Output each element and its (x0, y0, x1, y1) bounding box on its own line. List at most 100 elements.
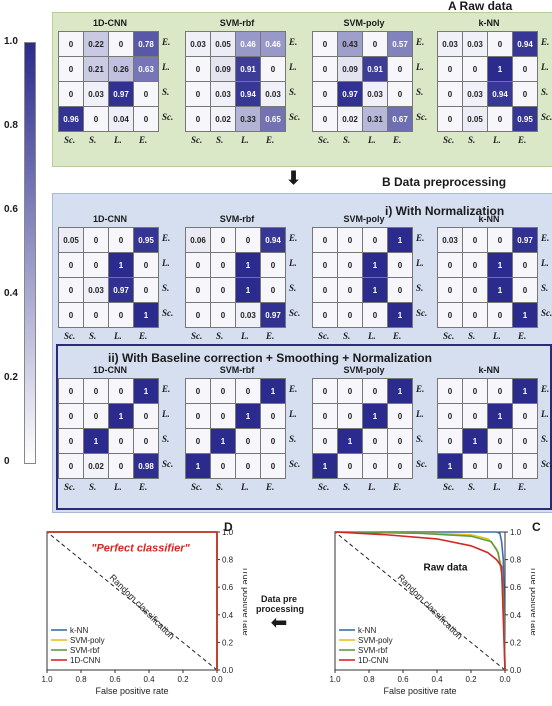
matrix-cell: 0.03 (185, 31, 211, 57)
matrix-cell: 0 (362, 227, 388, 253)
column-label: E. (393, 482, 402, 492)
row-label: Sc. (162, 112, 174, 122)
column-label: Sc. (191, 135, 203, 145)
matrix-cell: 0.03 (437, 31, 463, 57)
column-label: S. (89, 331, 97, 341)
row-label: S. (541, 87, 549, 97)
matrix-cell: 1 (235, 403, 261, 429)
matrix-cell: 0 (58, 403, 84, 429)
roc-curve-1d-cnn (334, 531, 506, 671)
column-label: Sc. (318, 482, 330, 492)
matrix-cell: 0 (487, 302, 513, 328)
column-label: Sc. (191, 482, 203, 492)
panel-c-label: C (532, 520, 541, 534)
matrix-cell: 0.22 (83, 31, 109, 57)
matrix-title: SVM-poly (343, 214, 385, 224)
column-label: E. (266, 482, 275, 492)
confusion-matrix: 0.05 0 0 0.95 0 0 1 0 0 0.03 0.97 0 0 0 0 1 (58, 227, 159, 328)
matrix-cell: 0.03 (462, 81, 488, 107)
matrix-title: 1D-CNN (92, 18, 127, 28)
matrix-cell: 0 (108, 227, 134, 253)
matrix-cell: 0 (185, 378, 211, 404)
matrix-cell: 0 (185, 252, 211, 278)
matrix-cell: 0.05 (58, 227, 84, 253)
matrix-cell: 0.03 (83, 81, 109, 107)
matrix-cell: 0 (512, 428, 538, 454)
column-label: L. (241, 482, 249, 492)
matrix-cell: 1 (235, 277, 261, 303)
x-axis-label: False positive rate (383, 686, 456, 696)
confusion-matrix: 0.06 0 0 0.94 0 0 1 0 0 0 1 0 0 0 0.03 0.97 (185, 227, 286, 328)
matrix-cell: 0 (83, 378, 109, 404)
matrix-cell: 0 (58, 277, 84, 303)
matrix-cell: 1 (133, 302, 159, 328)
matrix-cell: 0 (387, 81, 413, 107)
row-label: Sc. (416, 112, 428, 122)
colorbar-tick: 0.2 (4, 372, 18, 383)
x-tick-label: 0.6 (109, 675, 121, 684)
row-label: Sc. (162, 459, 174, 469)
matrix-cell: 0.03 (362, 81, 388, 107)
column-label: S. (216, 482, 224, 492)
row-label: S. (416, 87, 424, 97)
matrix-cell: 0 (260, 453, 286, 479)
matrix-cell: 1 (487, 403, 513, 429)
row-label: S. (416, 434, 424, 444)
column-label: E. (393, 135, 402, 145)
matrix-cell: 0.91 (235, 56, 261, 82)
column-label: Sc. (64, 482, 76, 492)
legend-entry: 1D-CNN (358, 656, 388, 665)
row-label: S. (289, 283, 297, 293)
matrix-cell: 0 (133, 81, 159, 107)
column-label: E. (266, 135, 275, 145)
confusion-matrix: 0 0 0 1 0 0 1 0 0 1 0 0 0 0.02 0 0.98 (58, 378, 159, 479)
matrix-cell: 1 (260, 378, 286, 404)
column-label: E. (139, 482, 148, 492)
matrix-cell: 1 (108, 252, 134, 278)
matrix-cell: 0 (58, 81, 84, 107)
column-label: L. (493, 135, 501, 145)
matrix-cell: 1 (387, 378, 413, 404)
matrix-cell: 0 (312, 302, 338, 328)
matrix-cell: 0.94 (260, 227, 286, 253)
row-label: Sc. (541, 308, 552, 318)
column-label: Sc. (318, 331, 330, 341)
matrix-cell: 0.06 (185, 227, 211, 253)
row-label: Sc. (289, 308, 301, 318)
column-label: S. (216, 135, 224, 145)
column-label: L. (368, 331, 376, 341)
x-axis-label: False positive rate (95, 686, 168, 696)
column-label: S. (468, 135, 476, 145)
matrix-cell: 0 (312, 81, 338, 107)
matrix-cell: 0.91 (362, 56, 388, 82)
matrix-cell: 1 (133, 378, 159, 404)
y-tick-label: 0.0 (222, 666, 234, 675)
matrix-cell: 0 (185, 106, 211, 132)
row-label: L. (416, 62, 424, 72)
matrix-cell: 0 (108, 428, 134, 454)
row-label: L. (289, 62, 297, 72)
confusion-matrix: 0.03 0.03 0 0.94 0 0 1 0 0 0.03 0.94 0 0 0.05 0 0.95 (437, 31, 538, 132)
matrix-cell: 0 (512, 403, 538, 429)
colorbar-tick: 0.8 (4, 120, 18, 131)
x-tick-label: 1.0 (41, 675, 53, 684)
matrix-cell: 0.02 (83, 453, 109, 479)
matrix-cell: 0.03 (437, 227, 463, 253)
matrix-cell: 0 (210, 453, 236, 479)
matrix-cell: 1 (487, 56, 513, 82)
matrix-cell: 0 (312, 252, 338, 278)
row-label: L. (416, 409, 424, 419)
matrix-cell: 0 (185, 302, 211, 328)
matrix-cell: 0 (512, 81, 538, 107)
matrix-cell: 0.65 (260, 106, 286, 132)
matrix-cell: 0.03 (462, 31, 488, 57)
matrix-cell: 0 (362, 453, 388, 479)
row-label: L. (289, 258, 297, 268)
matrix-cell: 0 (462, 403, 488, 429)
matrix-cell: 0 (312, 106, 338, 132)
down-arrow-icon: ⬇ (286, 168, 302, 188)
row-label: S. (541, 283, 549, 293)
